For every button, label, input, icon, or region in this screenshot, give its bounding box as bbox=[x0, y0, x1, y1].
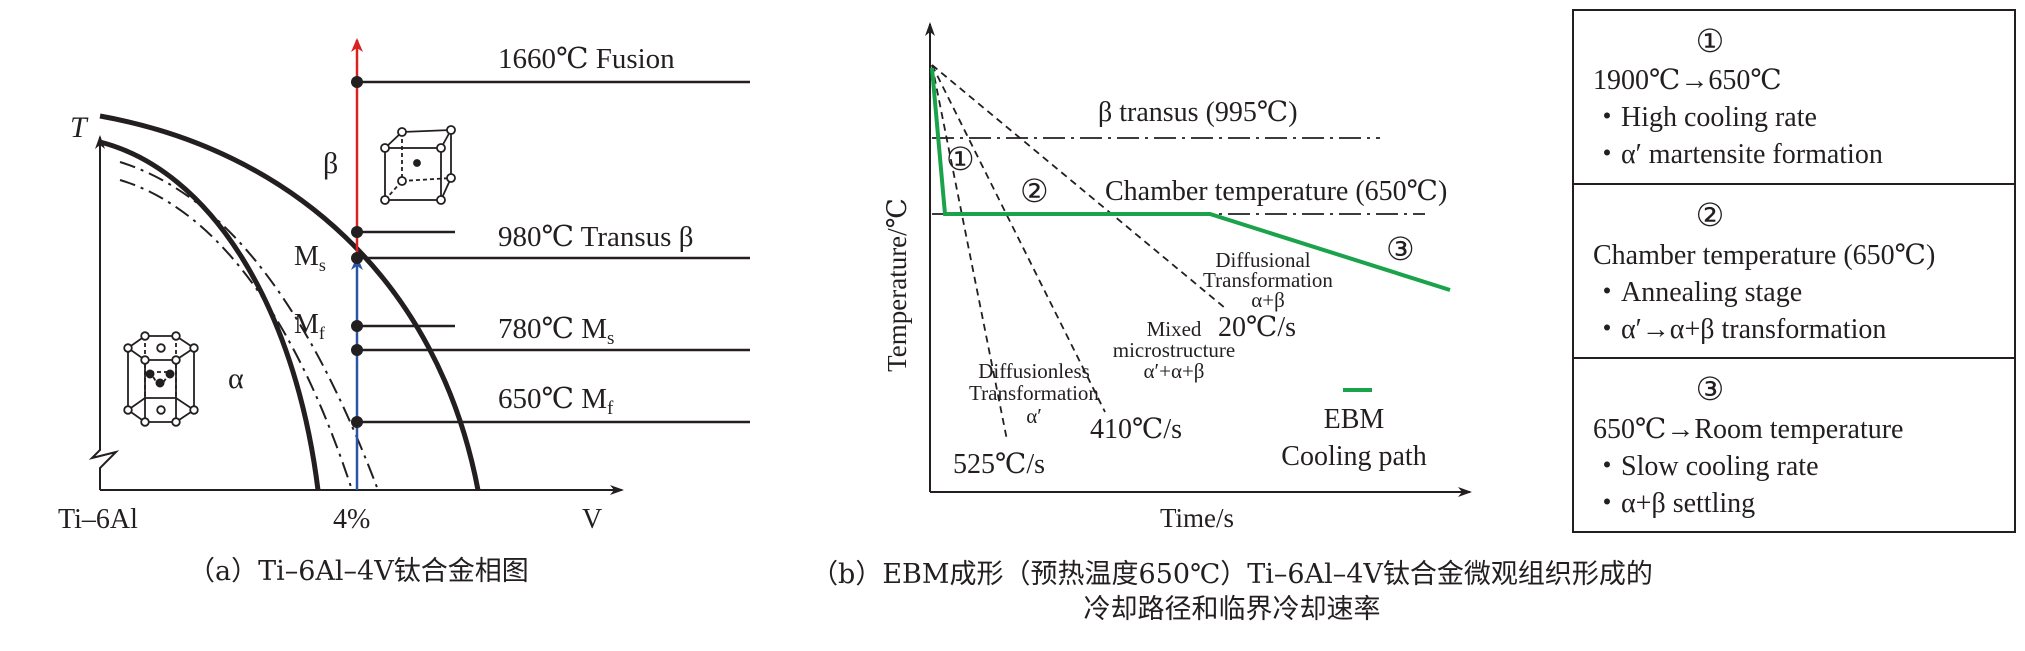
info-row-3: ③ 650℃→Room temperature ・Slow cooling ra… bbox=[1593, 371, 1903, 519]
phase-curve-inner bbox=[99, 139, 321, 491]
info-table: ① 1900℃→650℃ ・High cooling rate ・α′ mart… bbox=[1572, 9, 2016, 533]
cooling-line-525 bbox=[931, 64, 1008, 441]
rate-410-label: 410℃/s bbox=[1090, 414, 1182, 445]
panel-a-phase-diagram: T Ti–6Al 4% V 1660℃ Fusion 980℃ Transus … bbox=[58, 38, 750, 587]
bcc-crystal-icon bbox=[380, 125, 456, 205]
info-row-3-number: ③ bbox=[1696, 371, 1725, 407]
hcp-crystal-icon bbox=[123, 331, 199, 427]
info-row-2-number: ② bbox=[1696, 197, 1725, 233]
ms-curve-label: Ms bbox=[294, 241, 326, 275]
phase-curve-outer bbox=[99, 113, 481, 491]
transus-label: 980℃ Transus β bbox=[498, 221, 693, 253]
mixed-label-2: microstructure bbox=[1113, 338, 1235, 362]
diffusionless-label-1: Diffusionless bbox=[978, 359, 1090, 383]
info-row-1-bullet-2: ・α′ martensite formation bbox=[1593, 139, 1883, 170]
dot-transus-upper bbox=[351, 226, 363, 238]
mixed-label-3: α′+α+β bbox=[1144, 359, 1205, 383]
fusion-label: 1660℃ Fusion bbox=[498, 43, 675, 75]
path-marker-3: ③ bbox=[1386, 231, 1415, 267]
rate-525-label: 525℃/s bbox=[953, 449, 1045, 480]
legend-cooling-path: Cooling path bbox=[1281, 441, 1426, 472]
panel-b-y-label: Temperature/℃ bbox=[882, 198, 912, 372]
info-table-border bbox=[1572, 9, 2016, 533]
rate-20-label: 20℃/s bbox=[1218, 312, 1296, 343]
panel-b-x-label: Time/s bbox=[1160, 503, 1234, 533]
path-marker-2: ② bbox=[1020, 173, 1049, 209]
cooling-line-20 bbox=[931, 64, 1226, 309]
info-row-2-bullet-1: ・Annealing stage bbox=[1593, 277, 1802, 308]
panel-a-x-mid-label: 4% bbox=[333, 504, 370, 535]
panel-a-caption: （a）Ti–6Al–4V钛合金相图 bbox=[188, 556, 529, 587]
diffusional-label-3: α+β bbox=[1251, 288, 1285, 312]
diffusional-label-1: Diffusional bbox=[1215, 248, 1310, 272]
panel-b-caption-line-1: （b）EBM成形（预热温度650℃）Ti–6Al–4V钛合金微观组织形成的 bbox=[811, 559, 1653, 590]
info-row-1-bullet-1: ・High cooling rate bbox=[1593, 102, 1817, 133]
dot-fusion bbox=[351, 76, 363, 88]
info-row-2-bullet-2: ・α′→α+β transformation bbox=[1593, 314, 1886, 345]
panel-a-x-right-label: V bbox=[582, 504, 602, 535]
panel-b-caption-line-2: 冷却路径和临界冷却速率 bbox=[1084, 594, 1381, 625]
panel-a-y-label: T bbox=[70, 111, 89, 144]
diffusionless-label-2: Transformation bbox=[969, 381, 1099, 405]
panel-a-x-left-label: Ti–6Al bbox=[58, 504, 138, 535]
chamber-temperature-label: Chamber temperature (650℃) bbox=[1105, 176, 1447, 207]
dot-mf bbox=[351, 416, 363, 428]
info-row-1-number: ① bbox=[1696, 23, 1725, 59]
mf-curve-dashdot bbox=[119, 179, 353, 491]
info-row-3-title: 650℃→Room temperature bbox=[1593, 414, 1903, 445]
cooling-line-410 bbox=[931, 64, 1106, 413]
info-row-1-title: 1900℃→650℃ bbox=[1593, 65, 1782, 96]
info-row-1: ① 1900℃→650℃ ・High cooling rate ・α′ mart… bbox=[1593, 23, 1883, 170]
dot-transus bbox=[351, 252, 363, 264]
mixed-label-1: Mixed bbox=[1147, 317, 1202, 341]
panel-a-axis-break bbox=[88, 440, 120, 490]
ebm-cooling-path bbox=[930, 67, 1451, 292]
info-row-2-title: Chamber temperature (650℃) bbox=[1593, 240, 1935, 271]
info-row-3-bullet-1: ・Slow cooling rate bbox=[1593, 451, 1819, 482]
mf-temp-label: 650℃ Mf bbox=[498, 383, 614, 419]
dot-ms bbox=[351, 344, 363, 356]
panel-b-cooling-diagram: Temperature/℃ Time/s β transus (995℃) Ch… bbox=[811, 22, 1653, 625]
ms-curve-dashdot bbox=[119, 161, 379, 491]
mf-curve-label: Mf bbox=[294, 309, 325, 343]
path-marker-1: ① bbox=[946, 141, 975, 177]
beta-phase-label: β bbox=[323, 147, 338, 180]
alpha-phase-label: α bbox=[228, 362, 244, 395]
diffusionless-label-3: α′ bbox=[1026, 404, 1042, 428]
diffusional-label-2: Transformation bbox=[1203, 268, 1333, 292]
legend-ebm: EBM bbox=[1324, 404, 1385, 435]
ms-temp-label: 780℃ Ms bbox=[498, 313, 614, 349]
dot-ms-upper bbox=[351, 320, 363, 332]
beta-transus-label: β transus (995℃) bbox=[1098, 97, 1298, 128]
info-row-2: ② Chamber temperature (650℃) ・Annealing … bbox=[1593, 197, 1935, 345]
info-row-3-bullet-2: ・α+β settling bbox=[1593, 488, 1755, 519]
